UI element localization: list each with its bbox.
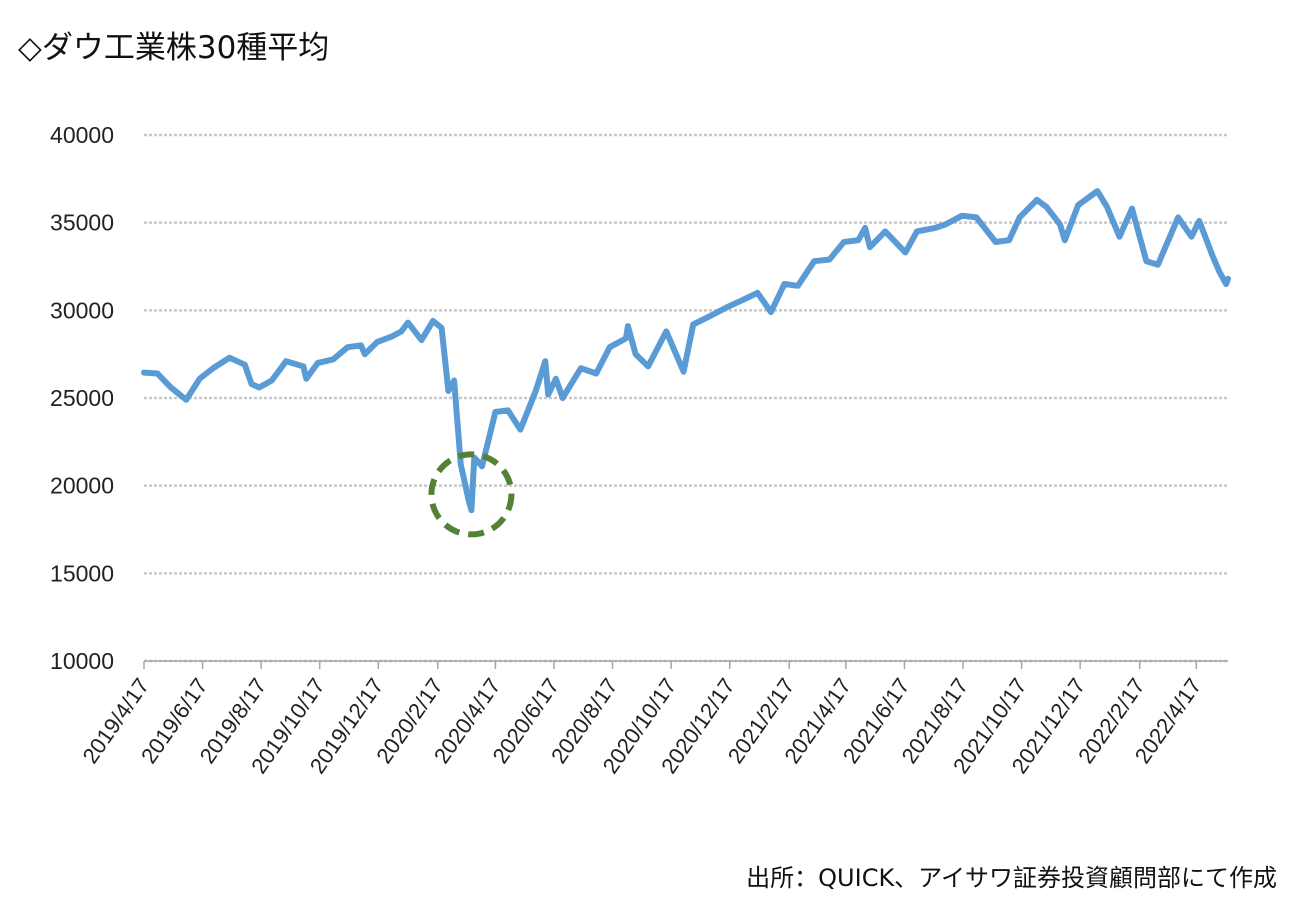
y-tick-label: 10000	[50, 648, 114, 674]
highlight-dashed-circle	[428, 451, 515, 538]
annotation-layer	[428, 451, 515, 538]
x-axis	[143, 660, 1228, 669]
x-axis-tick-labels: 2019/4/172019/6/172019/8/172019/10/17201…	[77, 674, 1206, 779]
chart-title: ◇ダウ工業株30種平均	[18, 30, 330, 66]
series-layer	[141, 188, 1231, 514]
series-line	[141, 188, 1231, 514]
y-tick-label: 40000	[50, 122, 114, 148]
y-tick-label: 15000	[50, 560, 114, 586]
y-tick-label: 20000	[50, 473, 114, 499]
source-note: 出所：QUICK、アイサワ証券投資顧問部にて作成	[746, 864, 1277, 892]
y-tick-label: 30000	[50, 297, 114, 323]
gridlines	[144, 133, 1228, 663]
y-tick-label: 25000	[50, 385, 114, 411]
y-axis-tick-labels: 10000 15000 20000 25000 30000 35000 40000	[50, 122, 114, 674]
y-tick-label: 35000	[50, 210, 114, 236]
